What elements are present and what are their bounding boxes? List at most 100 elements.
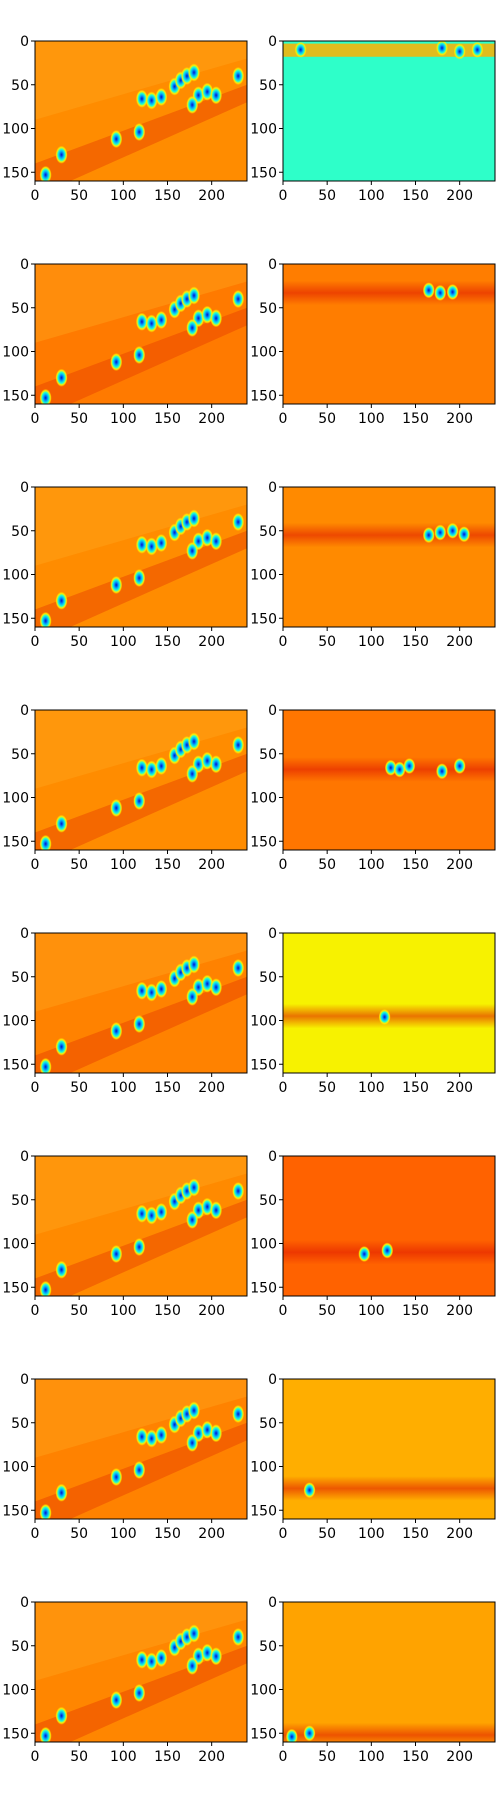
y-tick-label: 100	[2, 1683, 29, 1699]
hotspot	[188, 732, 200, 751]
hotspot	[55, 1706, 68, 1725]
heatmap-right-r0	[283, 41, 495, 181]
hotspot	[39, 834, 52, 850]
heatmap-background	[283, 41, 495, 181]
x-tick-label: 200	[198, 411, 225, 427]
x-tick-label: 50	[318, 1080, 336, 1096]
hotspot	[186, 95, 199, 114]
hotspot	[436, 41, 448, 56]
hotspot	[358, 1246, 371, 1262]
activity-band	[283, 1476, 495, 1501]
x-tick-label: 0	[31, 857, 40, 873]
x-tick-label: 50	[70, 1749, 88, 1765]
x-tick-label: 0	[279, 857, 288, 873]
heatmap-background	[35, 41, 247, 181]
y-tick-label: 50	[259, 1416, 277, 1432]
x-tick-label: 100	[110, 634, 137, 650]
x-tick-label: 50	[70, 1303, 88, 1319]
hotspot	[458, 526, 471, 543]
hotspot	[186, 987, 199, 1006]
x-tick-label: 0	[31, 634, 40, 650]
y-tick-label: 50	[259, 970, 277, 986]
hotspot	[155, 980, 168, 998]
hotspot	[232, 67, 245, 85]
y-tick-label: 100	[250, 345, 277, 361]
x-tick-label: 0	[31, 1080, 40, 1096]
heatmap-right-r2	[283, 487, 495, 627]
intensity-wash	[35, 710, 247, 789]
x-tick-label: 100	[110, 1080, 137, 1096]
axes-frame-r4c0	[34, 932, 248, 1074]
heatmap-background	[35, 933, 247, 1073]
hotspot	[422, 527, 435, 544]
axes-frame-r0c0	[34, 40, 248, 182]
x-tick-label: 100	[358, 188, 385, 204]
x-tick-label: 150	[154, 1303, 181, 1319]
x-tick-label: 50	[318, 857, 336, 873]
x-tick-label: 50	[70, 634, 88, 650]
hotspot	[39, 388, 52, 404]
hotspot	[285, 1728, 298, 1742]
x-tick-label: 200	[198, 857, 225, 873]
heatmap-left-r5	[35, 1156, 247, 1296]
y-tick-label: 50	[11, 1416, 29, 1432]
hotspot	[110, 1245, 123, 1263]
heatmap-right-r5	[283, 1156, 495, 1296]
axes-frame-r7c1	[282, 1601, 496, 1743]
hotspot	[55, 591, 68, 610]
x-tick-label: 50	[318, 1526, 336, 1542]
x-tick-label: 0	[279, 411, 288, 427]
hotspot	[188, 955, 200, 974]
x-tick-label: 0	[31, 1526, 40, 1542]
y-tick-label: 100	[2, 122, 29, 138]
hotspot	[135, 1650, 148, 1669]
hotspot	[110, 1468, 123, 1486]
y-tick-label: 0	[20, 703, 29, 719]
hotspot	[145, 983, 158, 1002]
intensity-wash	[35, 1379, 247, 1458]
x-tick-label: 100	[358, 857, 385, 873]
y-tick-label: 0	[20, 257, 29, 273]
x-tick-label: 0	[279, 1080, 288, 1096]
hotspot	[110, 799, 123, 817]
x-tick-label: 150	[402, 857, 429, 873]
axes-frame-r7c0	[34, 1601, 248, 1743]
y-tick-label: 50	[259, 1193, 277, 1209]
hotspot	[145, 1652, 158, 1671]
x-tick-label: 50	[318, 1303, 336, 1319]
y-tick-label: 100	[250, 1460, 277, 1476]
x-tick-label: 150	[402, 634, 429, 650]
hotspot	[110, 576, 123, 594]
x-tick-label: 200	[198, 188, 225, 204]
y-tick-label: 50	[11, 970, 29, 986]
y-tick-label: 0	[268, 257, 277, 273]
hotspot	[232, 1182, 245, 1200]
y-tick-label: 150	[2, 1057, 29, 1073]
x-tick-label: 150	[154, 411, 181, 427]
x-tick-label: 50	[318, 1749, 336, 1765]
x-tick-label: 0	[279, 634, 288, 650]
hotspot	[232, 1405, 245, 1423]
axes-frame-r2c1	[282, 486, 496, 628]
hotspot	[210, 755, 223, 774]
hotspot	[135, 89, 148, 108]
hotspot	[232, 1628, 245, 1646]
hotspot	[55, 145, 68, 164]
intensity-wash	[35, 933, 247, 1012]
y-tick-label: 50	[259, 1639, 277, 1655]
y-tick-label: 50	[259, 747, 277, 763]
y-tick-label: 100	[250, 122, 277, 138]
hotspot	[403, 758, 416, 774]
x-tick-label: 150	[402, 1080, 429, 1096]
heatmap-right-r3	[283, 710, 495, 850]
hotspot	[422, 282, 435, 299]
x-tick-label: 0	[279, 1303, 288, 1319]
hotspot	[186, 318, 199, 337]
x-tick-label: 150	[154, 634, 181, 650]
y-tick-label: 0	[268, 1595, 277, 1611]
hotspot	[384, 759, 397, 776]
x-tick-label: 200	[446, 634, 473, 650]
x-tick-label: 50	[318, 188, 336, 204]
hotspot	[110, 130, 123, 148]
